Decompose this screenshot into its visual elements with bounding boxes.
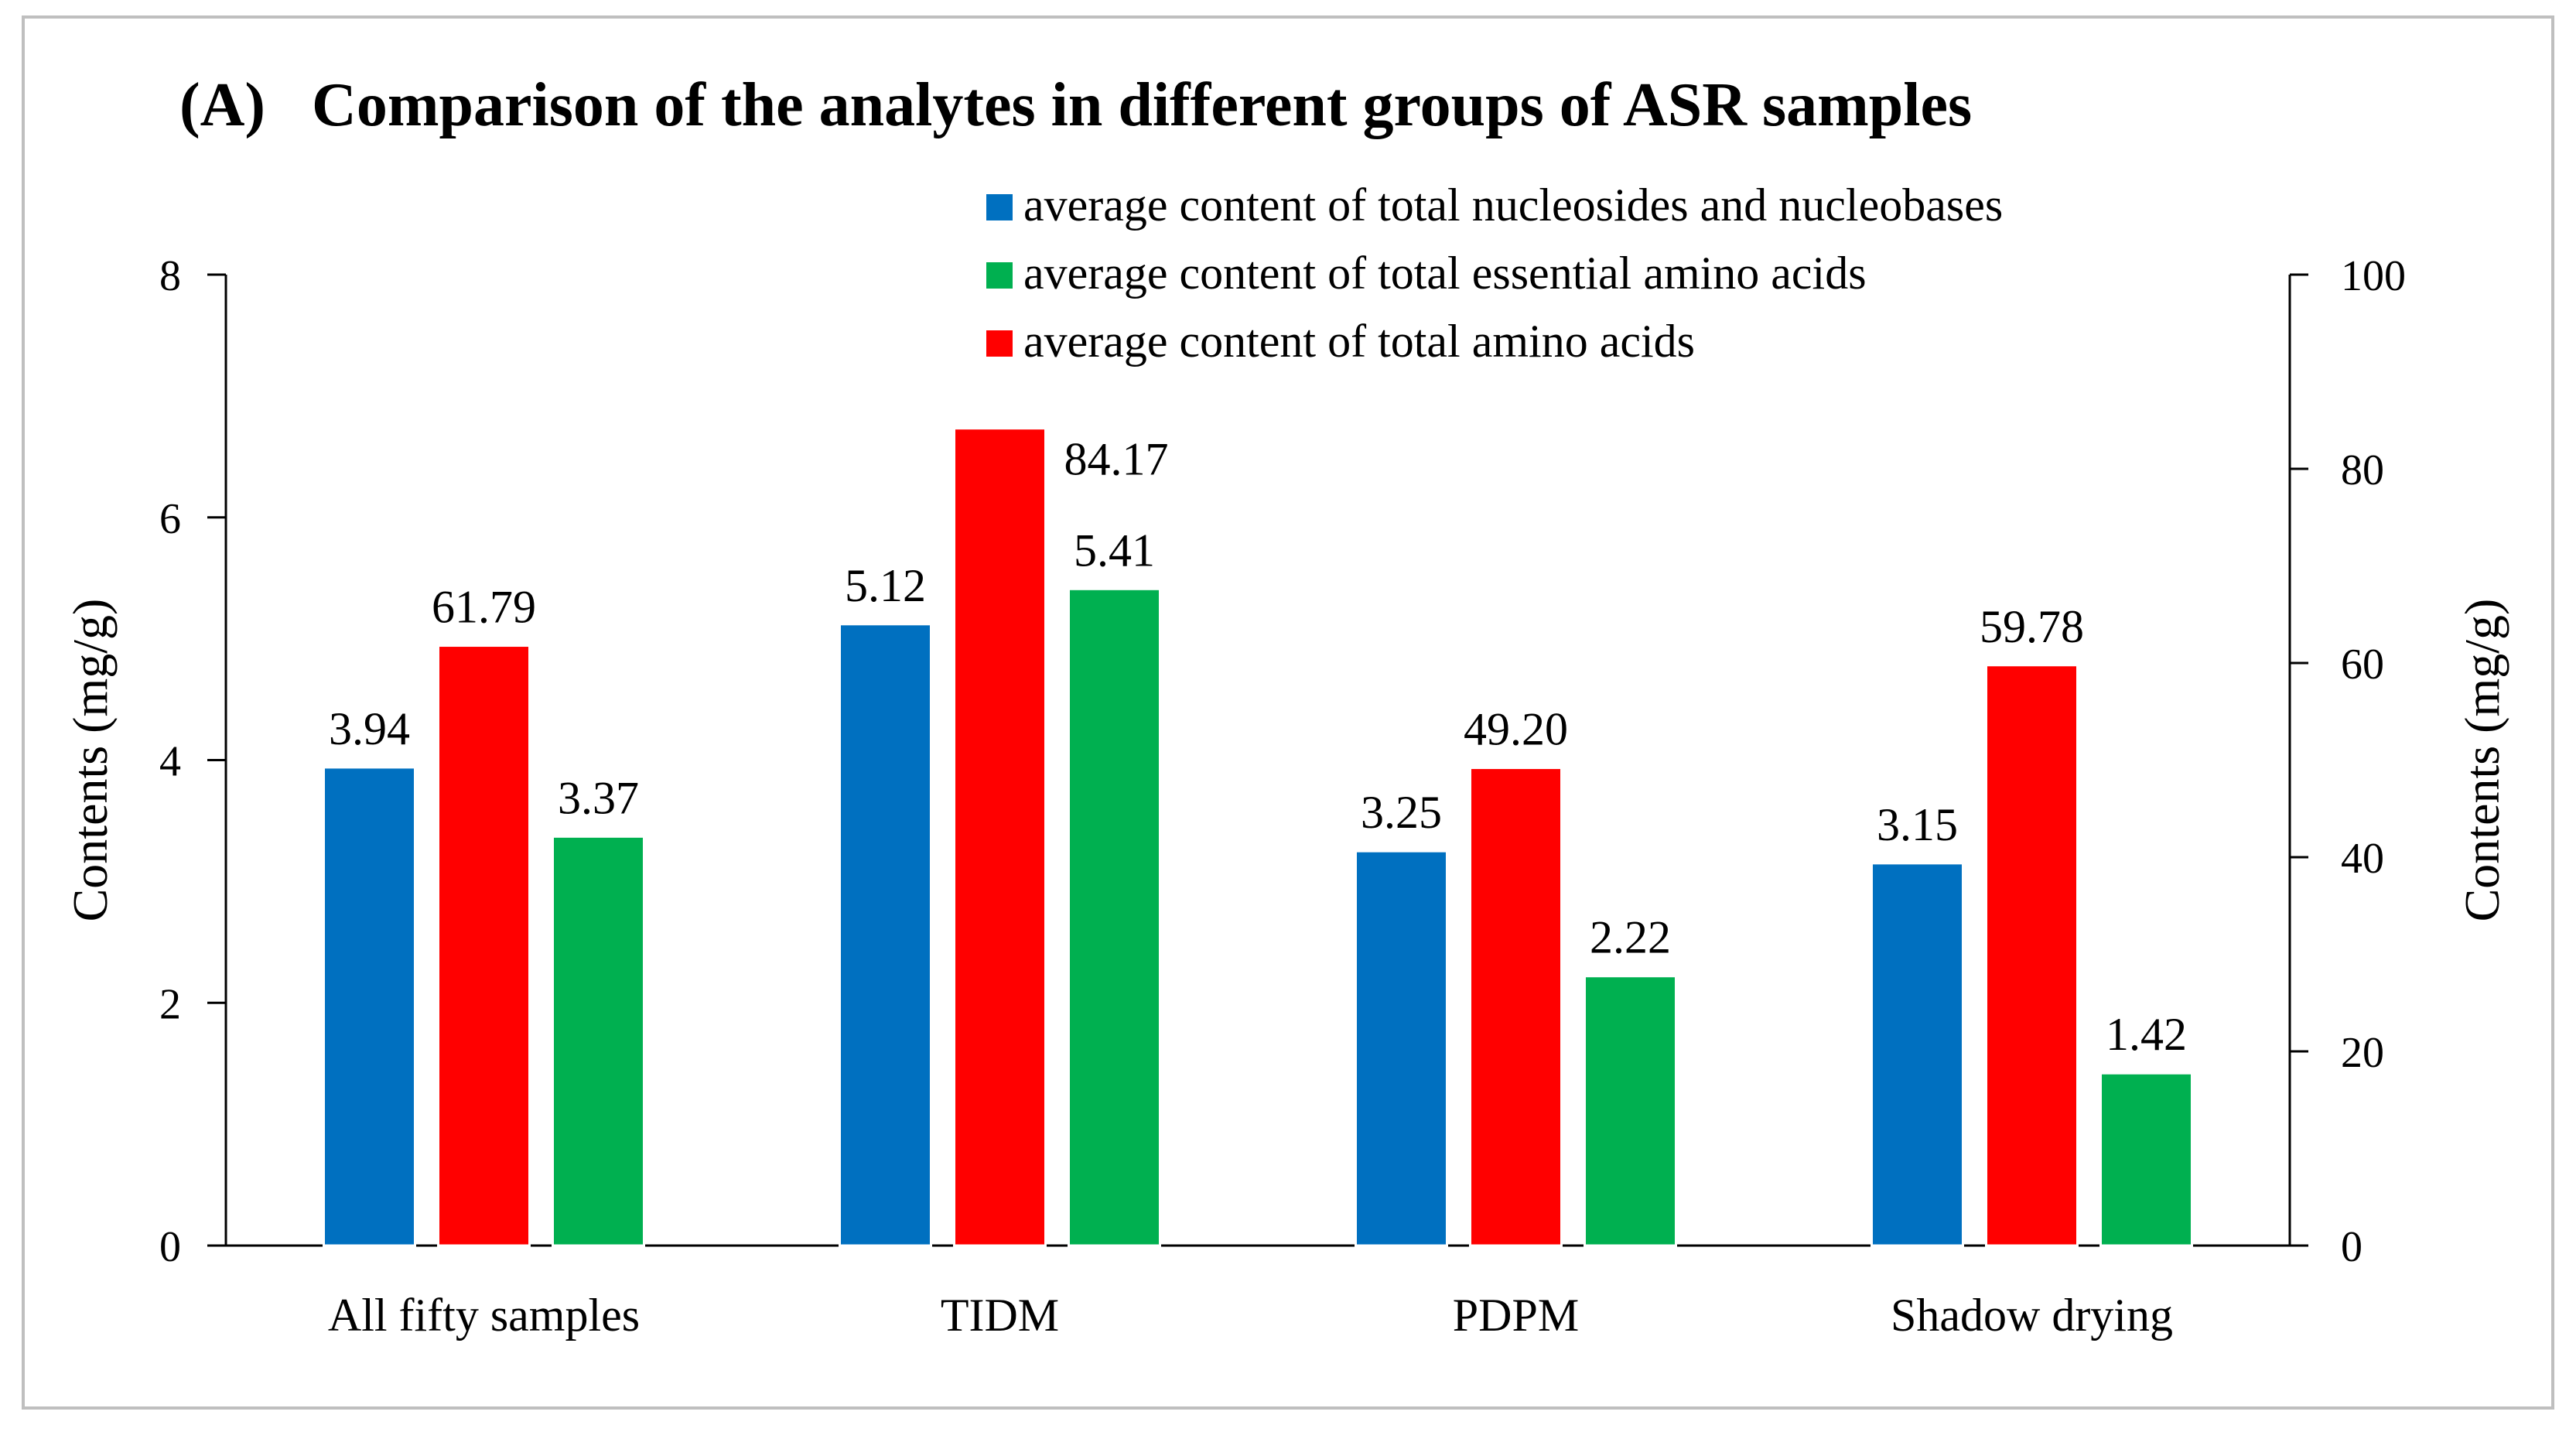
y2-tick-label: 40 [2341, 835, 2384, 883]
bar [552, 835, 645, 1247]
data-label: 5.12 [845, 560, 926, 611]
y-tick-label: 0 [159, 1223, 181, 1271]
bar [437, 644, 531, 1247]
data-label: 84.17 [1064, 434, 1169, 485]
data-label: 59.78 [1980, 601, 2084, 652]
bar [323, 766, 416, 1247]
y-tick-label: 6 [159, 495, 181, 543]
y2-tick-label: 20 [2341, 1029, 2384, 1077]
x-category-label: All fifty samples [328, 1290, 640, 1341]
chart-title: (A) Comparison of the analytes in differ… [179, 71, 1972, 139]
bar [1355, 849, 1448, 1247]
data-labels: 3.94 61.79 3.37 5.12 84.17 5.41 3.25 49.20 2.22 3… [329, 434, 2187, 1061]
y2-axis-label: Contents (mg/g) [2455, 599, 2509, 922]
legend-entry: average content of total nucleosides and… [1023, 179, 2003, 231]
data-label: 3.94 [329, 703, 410, 754]
bar [1871, 862, 1964, 1247]
y-tick-label: 2 [159, 980, 181, 1028]
legend-entry: average content of total essential amino… [1023, 248, 1867, 299]
y2-tick-label: 80 [2341, 446, 2384, 494]
bar [1469, 767, 1563, 1247]
x-category-label: Shadow drying [1891, 1290, 2173, 1341]
y-tick-label: 8 [159, 252, 181, 300]
data-label: 61.79 [432, 582, 536, 633]
legend: average content of total nucleosides and… [986, 179, 2003, 367]
bar [839, 623, 932, 1247]
x-category-label: PDPM [1453, 1290, 1579, 1341]
data-label: 2.22 [1590, 912, 1671, 963]
y2-tick-label: 60 [2341, 641, 2384, 689]
data-label: 3.37 [558, 772, 639, 823]
y-axis-label: Contents (mg/g) [63, 599, 118, 922]
bar [1985, 664, 2079, 1247]
data-label: 3.15 [1877, 799, 1958, 850]
data-label: 49.20 [1464, 704, 1568, 755]
bar [2099, 1071, 2193, 1247]
x-category-label: TIDM [941, 1290, 1059, 1341]
bar [1584, 975, 1677, 1247]
y2-tick-label: 100 [2341, 252, 2406, 300]
legend-swatch [986, 194, 1013, 220]
legend-swatch [986, 262, 1013, 289]
y-tick-label: 4 [159, 738, 181, 786]
legend-entry: average content of total amino acids [1023, 316, 1695, 367]
bar [1068, 587, 1161, 1247]
y2-tick-label: 0 [2341, 1223, 2362, 1271]
data-label: 5.41 [1074, 525, 1155, 576]
bars [323, 427, 2193, 1247]
bar [953, 427, 1047, 1247]
legend-swatch [986, 330, 1013, 357]
data-label: 1.42 [2106, 1009, 2187, 1060]
data-label: 3.25 [1361, 787, 1442, 838]
